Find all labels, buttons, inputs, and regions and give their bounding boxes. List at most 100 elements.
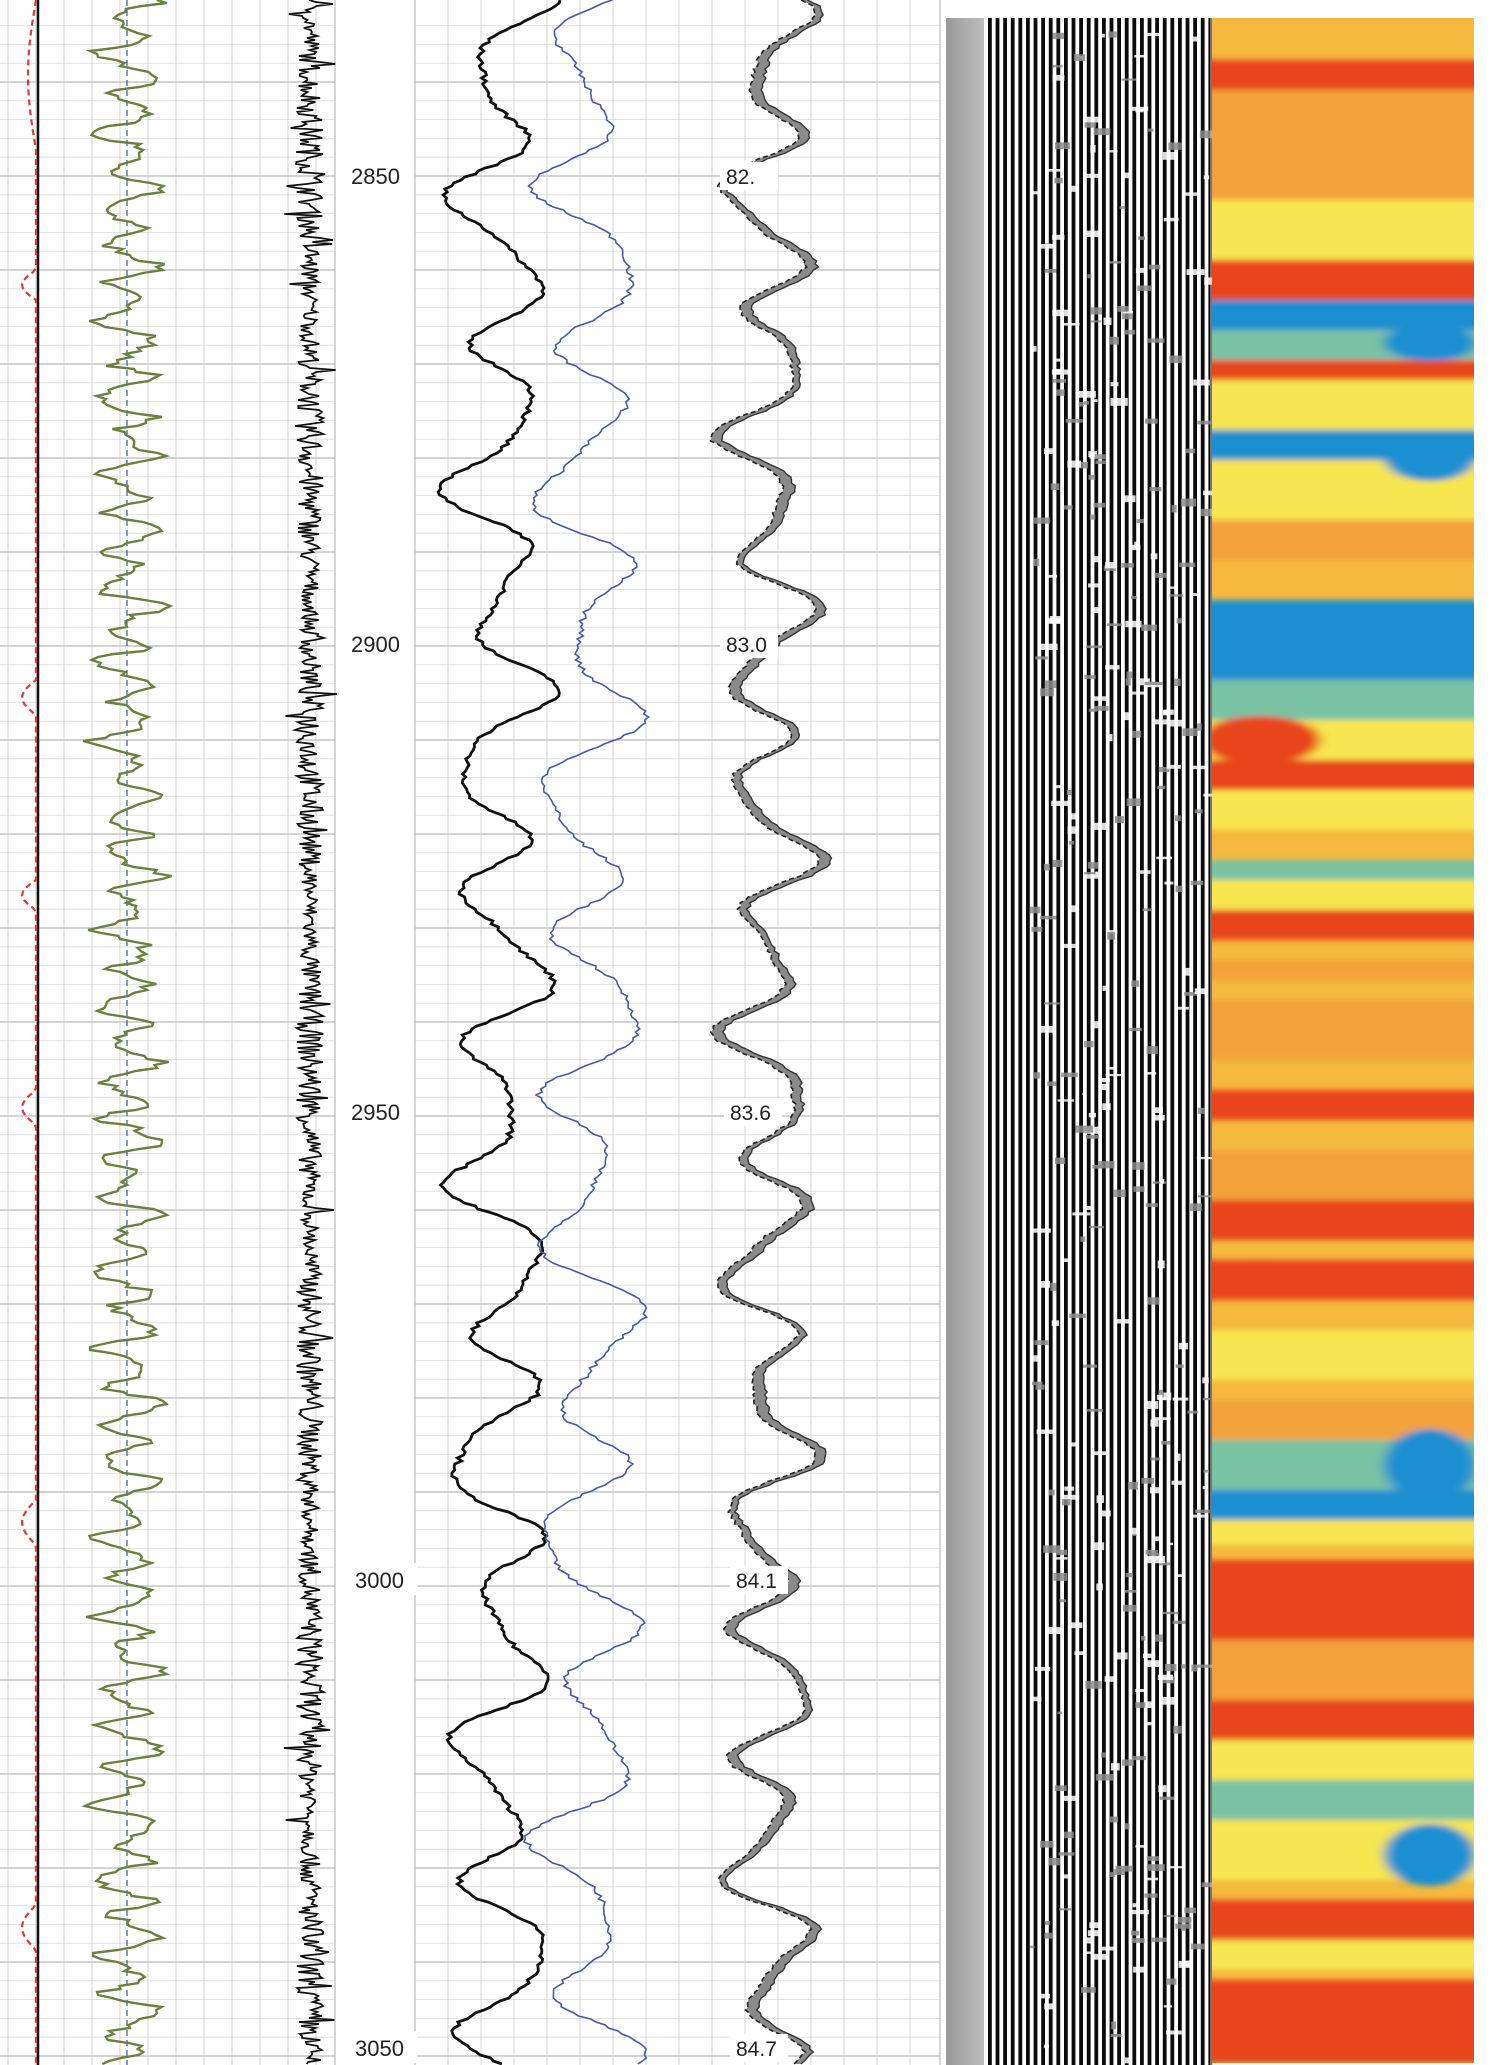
waveform-noise-mark [1128,544,1141,551]
waveform-noise-mark [1069,813,1078,820]
waveform-noise-mark [1067,826,1077,834]
temperature-label-4: 84.1 [736,1570,777,1593]
heatmap-band [1212,200,1474,260]
waveform-noise-mark [1145,1701,1153,1708]
depth-axis: 2850 2900 2950 3000 3050 [345,159,417,2063]
waveform-noise-mark [1040,1281,1050,1288]
waveform-noise-mark [1132,691,1146,695]
waveform-noise-mark [1187,1410,1199,1414]
waveform-stripe [1102,18,1106,2065]
waveform-noise-mark [1052,74,1065,81]
waveform-noise-mark [1135,1689,1148,1692]
waveform-noise-mark [1162,152,1177,160]
waveform-noise-mark [1084,1951,1094,1954]
waveform-noise-mark [1044,680,1057,689]
waveform-noise-mark [1054,177,1063,184]
waveform-noise-mark [1178,1960,1190,1968]
waveform-noise-mark [1078,391,1096,398]
waveform-stripe [1003,18,1007,2065]
waveform-noise-mark [1125,620,1142,628]
waveform-noise-mark [1123,1604,1137,1612]
waveform-noise-mark [1121,563,1134,568]
waveform-stripe [1170,18,1175,2065]
waveform-noise-mark [1150,1457,1161,1461]
waveform-stripe [1140,18,1144,2065]
waveform-noise-mark [1084,1041,1094,1048]
waveform-noise-mark [1153,1181,1167,1184]
waveform-noise-mark [1127,1481,1138,1490]
waveform-noise-mark [1093,502,1106,508]
heatmap-band [1212,260,1474,300]
waveform-noise-mark [1191,1664,1198,1672]
waveform-noise-mark [1061,1499,1071,1506]
heatmap-band [1212,860,1474,880]
waveform-noise-mark [1088,451,1098,457]
green-curve [81,0,174,2065]
temperature-label-group: 83.6 [724,1098,782,1126]
waveform-noise-mark [1102,1103,1111,1111]
heatmap-band [1212,1640,1474,1700]
waveform-stripe [1041,18,1045,2065]
waveform-noise-mark [1153,1115,1165,1121]
temperature-label-5: 84.7 [736,2038,777,2061]
waveform-stripe [1132,18,1137,2065]
heatmap-band [1212,520,1474,560]
heatmap-band [1212,1330,1474,1380]
waveform-noise-mark [1084,1937,1092,1944]
waveform-noise-mark [1090,399,1098,402]
waveform-noise-mark [1161,1441,1171,1445]
waveform-noise-mark [1147,1072,1157,1075]
waveform-noise-mark [1178,1342,1188,1350]
waveform-noise-mark [1043,863,1050,871]
waveform-noise-mark [1089,1922,1102,1929]
waveform-noise-mark [1064,1486,1075,1491]
heatmap-blue-spot [1384,614,1474,671]
waveform-noise-mark [1044,1932,1054,1939]
waveform-noise-mark [1124,1590,1137,1593]
waveform-noise-mark [1116,1652,1128,1660]
waveform-noise-mark [1092,1451,1108,1456]
waveform-noise-mark [1107,623,1122,627]
waveform-noise-mark [1073,54,1086,62]
waveform-noise-mark [1109,336,1119,345]
waveform-noise-mark [1168,719,1185,727]
waveform-noise-mark [1181,1664,1187,1669]
waveform-gray-band [946,18,984,2065]
waveform-noise-mark [1150,1419,1159,1427]
waveform-noise-mark [1117,306,1129,312]
heatmap-band [1212,1940,1474,1970]
heatmap-band [1212,760,1474,790]
waveform-noise-mark [1093,128,1111,136]
waveform-noise-mark [1053,358,1063,362]
waveform-noise-mark [1031,926,1043,932]
waveform-noise-mark [1123,172,1132,179]
waveform-noise-mark [1054,1557,1068,1560]
waveform-noise-mark [1034,1666,1051,1671]
waveform-noise-mark [1040,688,1054,697]
waveform-noise-mark [1043,2044,1049,2049]
waveform-noise-mark [1203,490,1215,496]
waveform-noise-mark [1051,369,1070,375]
waveform-noise-mark [1114,816,1124,823]
waveform-stripe [1056,18,1061,2065]
waveform-noise-mark [1085,1680,1102,1689]
heatmap-band [1212,1000,1474,1060]
waveform-noise-mark [1055,1157,1066,1164]
waveform-noise-mark [1084,122,1096,128]
waveform-noise-mark [1107,931,1116,940]
waveform-noise-mark [1061,323,1080,326]
waveform-noise-mark [1084,675,1096,679]
waveform-noise-mark [1169,1866,1186,1869]
waveform-noise-mark [1061,1072,1078,1078]
waveform-noise-mark [1124,329,1136,335]
waveform-noise-mark [1147,1297,1160,1305]
waveform-noise-mark [1048,1858,1060,1866]
waveform-noise-mark [1190,1943,1205,1950]
waveform-noise-mark [1050,1282,1057,1291]
depth-tick-3050: 3050 [355,2036,404,2061]
temperature-label-group: 82. [720,162,778,190]
waveform-noise-mark [1194,809,1203,814]
waveform-noise-mark [1032,1381,1043,1385]
waveform-noise-mark [1078,402,1084,407]
heatmap-band [1212,910,1474,940]
